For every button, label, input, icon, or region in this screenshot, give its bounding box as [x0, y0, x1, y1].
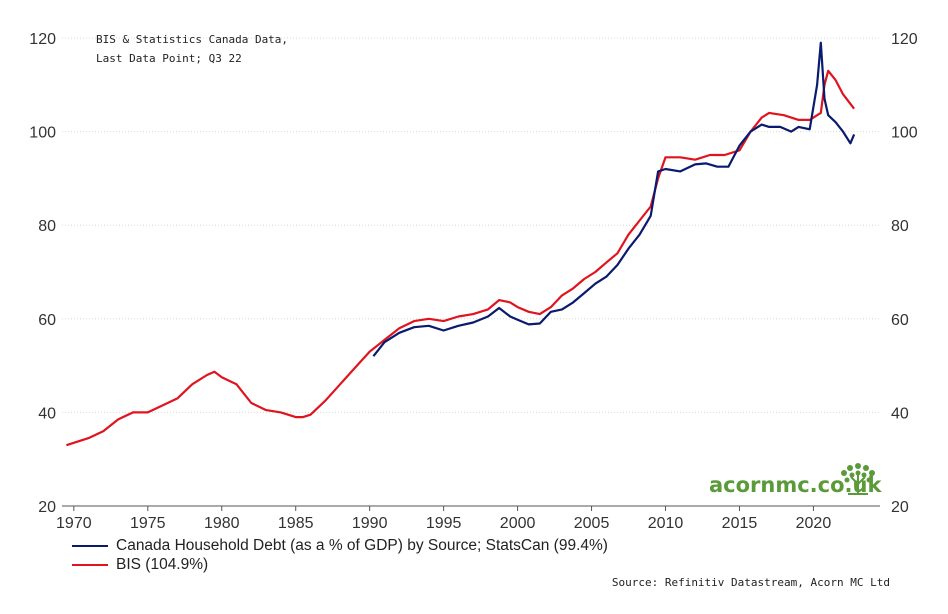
x-tick-1990: 1990 — [352, 515, 388, 532]
x-tick-2000: 2000 — [500, 515, 536, 532]
legend: Canada Household Debt (as a % of GDP) by… — [72, 536, 608, 574]
y-axis-left: 20 40 60 80 100 120 — [29, 31, 56, 516]
x-tick-2010: 2010 — [648, 515, 684, 532]
y-tick-right-100: 100 — [891, 125, 918, 142]
x-tick-2005: 2005 — [574, 515, 610, 532]
series-line-bis — [66, 69, 855, 447]
x-tick-2015: 2015 — [722, 515, 758, 532]
y-tick-left-40: 40 — [38, 405, 56, 422]
x-tick-1985: 1985 — [278, 515, 314, 532]
x-tick-1975: 1975 — [130, 515, 166, 532]
y-tick-left-120: 120 — [29, 31, 56, 48]
y-tick-right-80: 80 — [891, 218, 909, 235]
y-tick-right-40: 40 — [891, 405, 909, 422]
y-tick-left-80: 80 — [38, 218, 56, 235]
y-tick-right-60: 60 — [891, 312, 909, 329]
tree-logo-icon — [841, 463, 875, 495]
legend-item-statscan: Canada Household Debt (as a % of GDP) by… — [72, 536, 608, 555]
chart-annotation-line-1: BIS & Statistics Canada Data, — [96, 33, 288, 46]
x-axis: 1970 1975 1980 1985 1990 1995 2000 2005 2010 2015… — [56, 506, 831, 532]
y-axis-right: 20 40 60 80 100 120 — [891, 31, 918, 516]
x-tick-1970: 1970 — [56, 515, 92, 532]
legend-swatch-statscan — [72, 544, 108, 547]
legend-label-bis: BIS (104.9%) — [116, 555, 209, 573]
legend-label-statscan: Canada Household Debt (as a % of GDP) by… — [116, 536, 608, 554]
x-tick-1995: 1995 — [426, 515, 462, 532]
series-line-statscan — [372, 41, 856, 357]
y-tick-left-60: 60 — [38, 312, 56, 329]
gridlines — [62, 37, 880, 413]
legend-swatch-bis — [72, 563, 108, 566]
y-tick-left-100: 100 — [29, 125, 56, 142]
y-tick-right-20: 20 — [891, 499, 909, 516]
y-tick-right-120: 120 — [891, 31, 918, 48]
legend-item-bis: BIS (104.9%) — [72, 555, 608, 574]
y-tick-left-20: 20 — [38, 499, 56, 516]
series-lines — [66, 41, 856, 447]
x-tick-1980: 1980 — [204, 515, 240, 532]
chart-annotation-line-2: Last Data Point; Q3 22 — [96, 52, 242, 65]
source-note: Source: Refinitiv Datastream, Acorn MC L… — [611, 576, 890, 589]
x-tick-2020: 2020 — [796, 515, 832, 532]
